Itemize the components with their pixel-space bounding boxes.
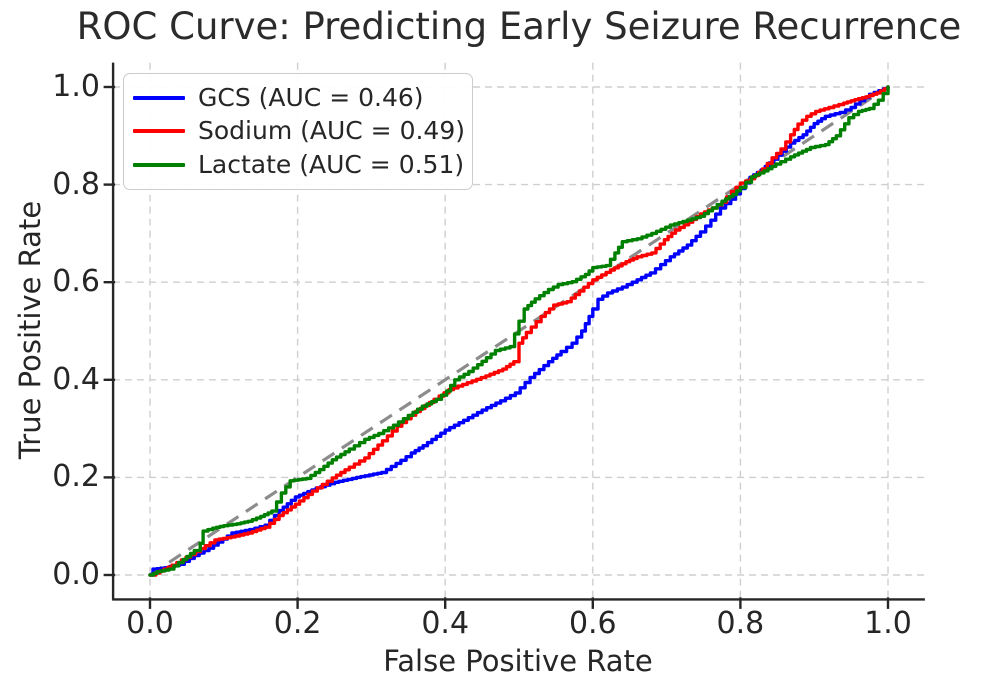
roc-curve-sodium [148,85,890,577]
legend-entry: Sodium (AUC = 0.49) [133,115,465,148]
legend-label: GCS (AUC = 0.46) [198,82,424,112]
legend-label: Sodium (AUC = 0.49) [198,116,465,146]
legend-entry: Lactate (AUC = 0.51) [133,149,465,182]
x-tick-label: 0.0 [126,606,174,641]
x-tick-label: 0.2 [273,606,322,641]
y-tick-label: 0.6 [52,264,100,300]
y-tick-label: 0.8 [52,166,100,202]
x-tick-label: 0.6 [568,606,617,641]
y-tick-label: 0.4 [52,361,100,397]
legend-line-swatch [133,163,185,168]
legend-entry: GCS (AUC = 0.46) [133,81,462,114]
legend-label: Lactate (AUC = 0.51) [198,150,465,180]
x-tick-label: 0.8 [716,606,765,641]
y-axis-label: True Positive Rate [13,200,47,460]
roc-curve-lactate [148,85,890,577]
legend-line-swatch [133,95,185,100]
legend-line-swatch [133,129,185,134]
legend: GCS (AUC = 0.46) Sodium (AUC = 0.49) Lacta… [123,73,473,190]
x-tick-label: 1.0 [864,606,912,641]
y-tick-label: 0.2 [52,459,100,495]
y-tick-label: 0.0 [52,557,100,592]
y-tick-label: 1.0 [52,69,100,104]
chart-title: ROC Curve: Predicting Early Seizure Recu… [76,5,962,48]
x-axis-label: False Positive Rate [383,644,653,678]
x-tick-label: 0.4 [421,606,470,641]
